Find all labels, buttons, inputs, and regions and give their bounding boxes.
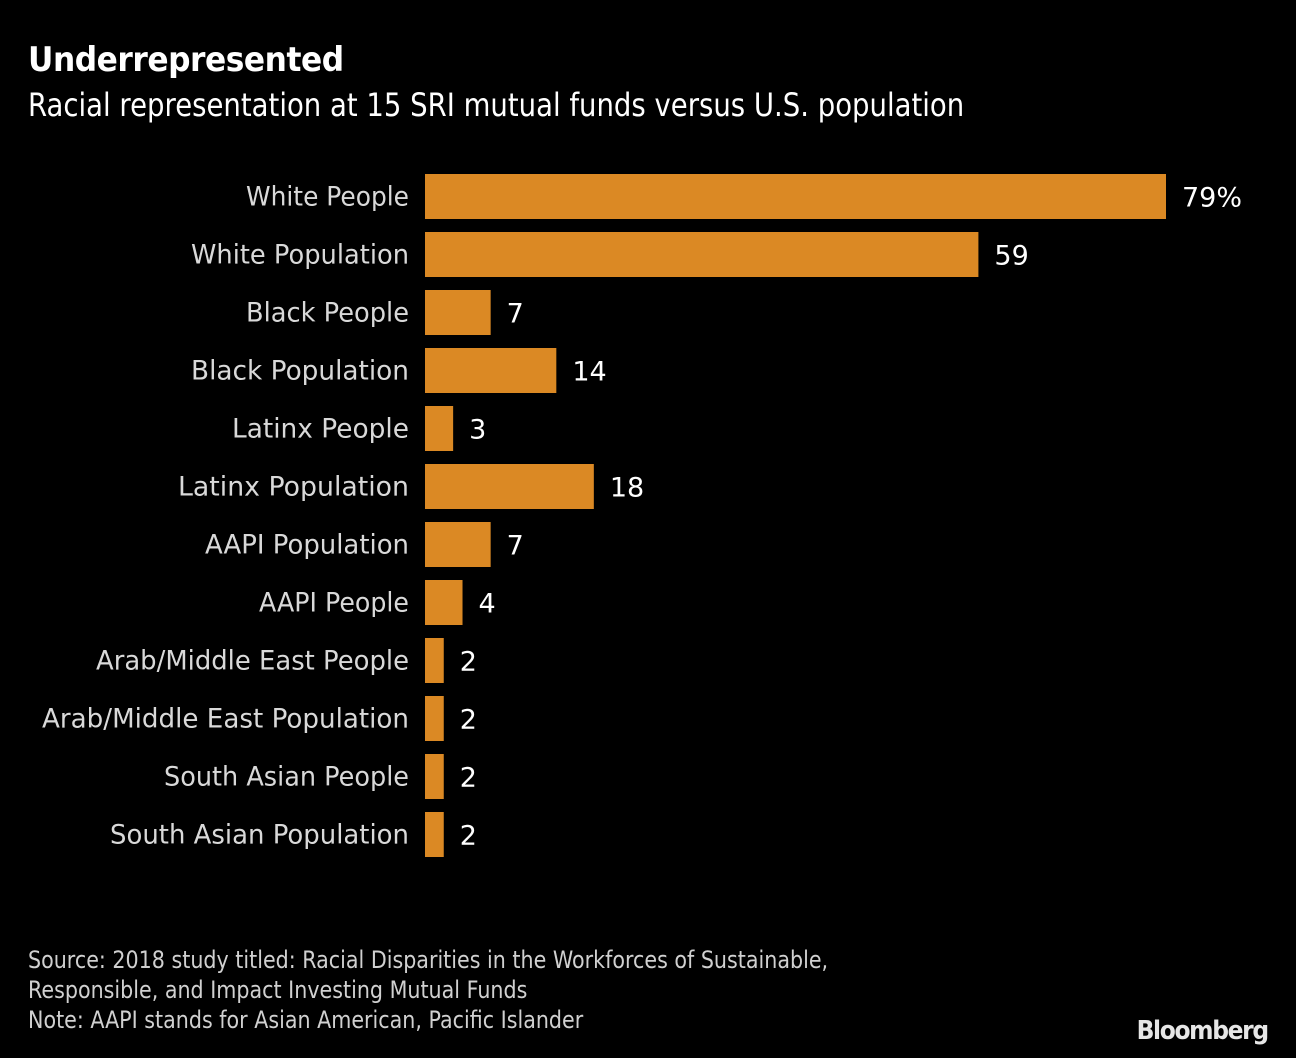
category-label: Arab/Middle East Population bbox=[42, 704, 409, 735]
value-label: 18 bbox=[610, 473, 644, 504]
category-label: Black Population bbox=[191, 356, 409, 387]
category-label: Arab/Middle East People bbox=[96, 646, 409, 677]
value-label: 2 bbox=[460, 705, 477, 736]
bar bbox=[425, 348, 557, 393]
category-label: AAPI People bbox=[259, 588, 409, 619]
value-label: 59 bbox=[994, 241, 1028, 272]
value-label: 4 bbox=[479, 589, 496, 620]
category-label: Latinx Population bbox=[178, 472, 409, 503]
category-label: South Asian People bbox=[164, 762, 409, 793]
category-label: White Population bbox=[191, 240, 409, 271]
value-label: 2 bbox=[460, 647, 477, 678]
bar bbox=[425, 696, 444, 741]
value-label: 7 bbox=[507, 531, 524, 562]
category-label: Black People bbox=[246, 298, 409, 329]
bar bbox=[425, 812, 444, 857]
bar bbox=[425, 406, 454, 451]
value-label: 7 bbox=[507, 299, 524, 330]
note-line: Note: AAPI stands for Asian American, Pa… bbox=[28, 1006, 584, 1034]
category-label: Latinx People bbox=[232, 414, 409, 445]
chart-footer: Source: 2018 study titled: Racial Dispar… bbox=[28, 945, 828, 1035]
bar bbox=[425, 232, 979, 277]
bar bbox=[425, 754, 444, 799]
bar bbox=[425, 580, 463, 625]
bar bbox=[425, 174, 1166, 219]
source-line-1: Source: 2018 study titled: Racial Dispar… bbox=[28, 946, 829, 974]
source-line-2: Responsible, and Impact Investing Mutual… bbox=[28, 976, 528, 1004]
bar bbox=[425, 464, 594, 509]
bar-chart: White People 79% White Population 59 Black P… bbox=[42, 174, 1242, 857]
bar bbox=[425, 522, 491, 567]
bloomberg-logo: Bloomberg bbox=[1136, 1016, 1270, 1046]
chart-subtitle: Racial representation at 15 SRI mutual f… bbox=[28, 86, 965, 124]
category-label: South Asian Population bbox=[110, 820, 409, 851]
chart-title: Underrepresented bbox=[28, 40, 344, 80]
value-label: 3 bbox=[469, 415, 486, 446]
bar bbox=[425, 638, 444, 683]
category-label: White People bbox=[246, 182, 409, 213]
value-label: 14 bbox=[572, 357, 606, 388]
value-label: 2 bbox=[460, 763, 477, 794]
value-label: 2 bbox=[460, 821, 477, 852]
bar bbox=[425, 290, 491, 335]
category-label: AAPI Population bbox=[205, 530, 409, 561]
value-label: 79% bbox=[1182, 183, 1242, 214]
